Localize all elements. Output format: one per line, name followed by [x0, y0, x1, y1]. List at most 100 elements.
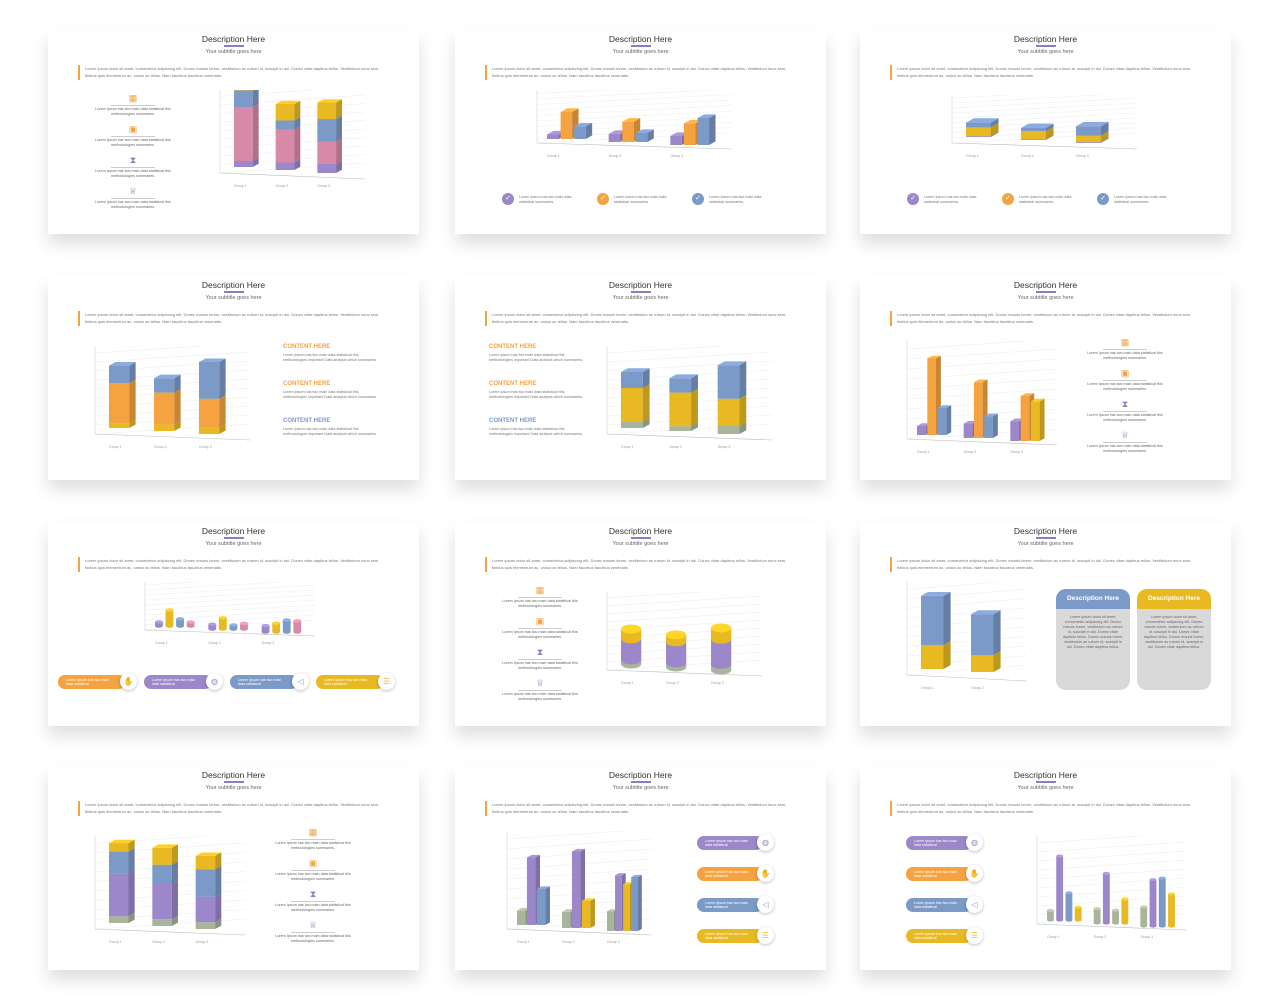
bar-chart: Group 1 Group 2 Group 3 [144, 582, 316, 645]
slide-thumbnail[interactable]: Description Here Your subtitle goes here L… [860, 522, 1231, 726]
slide-subtitle: Your subtitle goes here [205, 295, 262, 301]
slide-subtitle: Your subtitle goes here [205, 49, 262, 55]
accent-bar [485, 801, 487, 816]
content-text: Lorem Ipsum has two main data statistica… [283, 353, 378, 362]
megaphone-icon: ◁ [966, 896, 983, 913]
calendar-icon: ▦ [1120, 337, 1130, 347]
group-label: Group 3 [1010, 450, 1023, 454]
pill-label: Lorem Ipsum has two main data statistica… [58, 675, 126, 689]
icon-item-text: Lorem Ipsum has two main data statistica… [275, 934, 351, 943]
title-underline [224, 45, 244, 47]
group-label: Group 1 [621, 445, 634, 449]
icon-item-text: Lorem Ipsum has two main data statistica… [275, 903, 351, 912]
slide-thumbnail[interactable]: Description Here Your subtitle goes here L… [860, 276, 1231, 480]
divider [1103, 442, 1147, 443]
slide-title: Description Here [1013, 526, 1078, 536]
hands-icon: ✋ [966, 865, 983, 882]
icon-item-text: Lorem Ipsum has two main data statistica… [502, 630, 578, 639]
group-label: Group 1 [234, 184, 247, 188]
hourglass-icon: ⧗ [1121, 399, 1129, 409]
slide-subtitle: Your subtitle goes here [612, 295, 669, 301]
icon-item-text: Lorem Ipsum has two main data statistica… [95, 169, 171, 178]
calendar-icon: ▦ [128, 93, 138, 103]
group-label: Group 2 [666, 681, 679, 685]
divider [1103, 411, 1147, 412]
check-item-text: Lorem Ipsum has two main data statistica… [924, 195, 977, 204]
group-label: Group 1 [517, 940, 530, 944]
bar-chart: Group 1 Group 2 Group 3 [606, 346, 773, 449]
slide-thumbnail[interactable]: Description Here Your subtitle goes here L… [455, 276, 826, 480]
content-title: CONTENT HERE [283, 381, 331, 387]
accent-bar [78, 311, 80, 326]
trophy-icon: ♕ [1120, 430, 1130, 440]
content-title: CONTENT HERE [489, 418, 537, 424]
trophy-icon: ♕ [308, 920, 318, 930]
accent-bar [78, 65, 80, 80]
globe-icon: ◍ [757, 834, 774, 851]
slide-title: Description Here [608, 526, 673, 536]
slide-thumbnail[interactable]: Description Here Your subtitle goes here L… [455, 30, 826, 234]
group-label: Group 2 [971, 686, 984, 690]
divider [291, 932, 335, 933]
pill-label: Lorem Ipsum has two main data statistica… [697, 898, 763, 912]
group-label: Group 3 [262, 641, 275, 645]
globe-icon: ◍ [206, 673, 223, 690]
globe-icon: ◍ [966, 834, 983, 851]
title-underline [224, 781, 244, 783]
bar-chart: Group 1 Group 2 Group 3 [219, 90, 366, 188]
slide-title: Description Here [608, 280, 673, 290]
briefcase-icon: ▣ [1120, 368, 1130, 378]
slide-thumbnail[interactable]: Description Here Your subtitle goes here L… [48, 276, 419, 480]
divider [111, 136, 155, 137]
check-icon: ✓ [1097, 193, 1109, 205]
pill-label: Lorem Ipsum has two main data statistica… [906, 929, 972, 943]
megaphone-icon: ◁ [292, 673, 309, 690]
group-label: Group 1 [917, 450, 930, 454]
slide-thumbnail[interactable]: Description Here Your subtitle goes here L… [48, 30, 419, 234]
icon-item-text: Lorem Ipsum has two main data statistica… [95, 138, 171, 147]
pill-label: Lorem Ipsum has two main data statistica… [230, 675, 298, 689]
check-icon: ✓ [692, 193, 704, 205]
slide-paragraph: Lorem ipsum dolor sit amet, consectetur … [492, 66, 787, 78]
icon-item-text: Lorem Ipsum has two main data statistica… [95, 200, 171, 209]
slide-subtitle: Your subtitle goes here [1017, 785, 1074, 791]
briefcase-icon: ▣ [308, 858, 318, 868]
group-label: Group 2 [208, 641, 221, 645]
group-label: Group 3 [317, 184, 330, 188]
group-label: Group 1 [155, 641, 168, 645]
accent-bar [485, 65, 487, 80]
pill-label: Lorem Ipsum has two main data statistica… [906, 898, 972, 912]
slide-subtitle: Your subtitle goes here [205, 785, 262, 791]
pill-label: Lorem Ipsum has two main data statistica… [697, 836, 763, 850]
bar-chart: Group 1 Group 2 Group 3 [506, 831, 653, 944]
group-label: Group 3 [199, 445, 212, 449]
group-label: Group 3 [718, 445, 731, 449]
check-icon: ✓ [502, 193, 514, 205]
slide-thumbnail[interactable]: Description Here Your subtitle goes here L… [860, 766, 1231, 970]
slide-title: Description Here [1013, 770, 1078, 780]
group-label: Group 2 [1021, 154, 1034, 158]
icon-item-text: Lorem Ipsum has two main data statistica… [275, 841, 351, 850]
trophy-icon: ♕ [535, 678, 545, 688]
title-underline [224, 537, 244, 539]
group-label: Group 1 [547, 154, 560, 158]
slide-thumbnail[interactable]: Description Here Your subtitle goes here L… [48, 522, 419, 726]
slide-subtitle: Your subtitle goes here [1017, 49, 1074, 55]
briefcase-icon: ▣ [535, 616, 545, 626]
slide-thumbnail[interactable]: Description Here Your subtitle goes here L… [455, 766, 826, 970]
slide-thumbnail[interactable]: Description Here Your subtitle goes here L… [860, 30, 1231, 234]
slide-thumbnail[interactable]: Description Here Your subtitle goes here L… [48, 766, 419, 970]
group-label: Group 2 [152, 940, 165, 944]
slide-subtitle: Your subtitle goes here [612, 49, 669, 55]
pill-label: Lorem Ipsum has two main data statistica… [697, 929, 763, 943]
slide-subtitle: Your subtitle goes here [612, 785, 669, 791]
bar-chart: Group 1 Group 2 Group 3 [906, 341, 1058, 454]
title-underline [1036, 781, 1056, 783]
slide-thumbnail[interactable]: Description Here Your subtitle goes here L… [455, 522, 826, 726]
check-item-text: Lorem Ipsum has two main data statistica… [519, 195, 572, 204]
bar-chart: Group 1 Group 2 [906, 582, 1028, 690]
divider [291, 839, 335, 840]
content-text: Lorem Ipsum has two main data statistica… [489, 353, 584, 362]
content-text: Lorem Ipsum has two main data statistica… [489, 390, 584, 399]
content-title: CONTENT HERE [283, 418, 331, 424]
